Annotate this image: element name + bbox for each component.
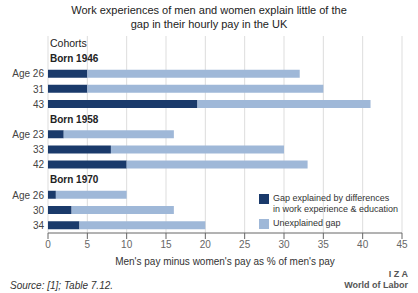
svg-text:Age 26: Age 26 (12, 190, 44, 201)
svg-text:5: 5 (85, 239, 91, 250)
svg-text:20: 20 (200, 239, 212, 250)
svg-text:Age 26: Age 26 (12, 68, 44, 79)
html-text:Work experiences of men and wo: Work experiences of men and women explai… (71, 4, 347, 30)
svg-text:0: 0 (45, 239, 51, 250)
svg-text:30: 30 (33, 205, 45, 216)
svg-text:42: 42 (33, 159, 45, 170)
svg-text:Born 1970: Born 1970 (50, 174, 99, 185)
svg-text:Age 23: Age 23 (12, 129, 44, 140)
svg-text:15: 15 (160, 239, 172, 250)
html-text:Source: [1]; Table 7.12.: Source: [1]; Table 7.12. (10, 280, 113, 291)
svg-text:Born 1958: Born 1958 (50, 114, 99, 125)
svg-text:45: 45 (396, 239, 408, 250)
svg-text:43: 43 (33, 99, 45, 110)
svg-text:10: 10 (121, 239, 133, 250)
html-text:Unexplained gap: Unexplained gap (272, 218, 341, 228)
svg-text:40: 40 (357, 239, 369, 250)
svg-text:34: 34 (33, 220, 45, 231)
html-text:I Z A World of Labor: I Z A World of Labor (344, 269, 408, 290)
svg-text:33: 33 (33, 144, 45, 155)
html-text:Gap explained by differences i: Gap explained by differences in work exp… (272, 193, 398, 214)
svg-text:35: 35 (318, 239, 330, 250)
svg-text:25: 25 (239, 239, 251, 250)
svg-text:30: 30 (278, 239, 290, 250)
svg-text:31: 31 (33, 84, 45, 95)
svg-text:Men's pay minus women's pay as: Men's pay minus women's pay as % of men'… (115, 256, 335, 267)
svg-text:Cohorts: Cohorts (50, 37, 87, 49)
svg-text:Born 1946: Born 1946 (50, 53, 99, 64)
